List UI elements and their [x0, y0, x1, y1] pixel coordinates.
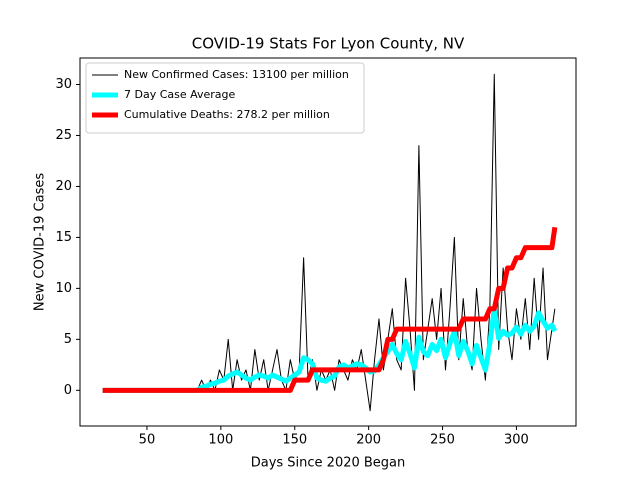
y-tick-label: 10 [55, 281, 72, 296]
x-tick-label: 150 [282, 433, 307, 448]
y-tick-label: 5 [64, 332, 72, 347]
y-tick-label: 25 [55, 128, 72, 143]
x-tick-label: 100 [208, 433, 233, 448]
legend-label: 7 Day Case Average [124, 88, 236, 101]
x-axis-label: Days Since 2020 Began [251, 456, 406, 471]
y-axis-label: New COVID-19 Cases [33, 173, 48, 311]
chart-title: COVID-19 Stats For Lyon County, NV [192, 35, 465, 53]
y-tick-label: 30 [55, 77, 72, 92]
axes-frame [79, 57, 577, 427]
data-line [102, 226, 558, 393]
y-tick-label: 15 [55, 230, 72, 245]
x-tick-label: 200 [356, 433, 381, 448]
x-tick-label: 300 [504, 433, 529, 448]
x-tick-label: 50 [139, 433, 156, 448]
y-tick-label: 20 [55, 179, 72, 194]
legend-box [85, 62, 365, 134]
data-line [102, 73, 556, 412]
legend-label: Cumulative Deaths: 278.2 per million [124, 108, 330, 121]
x-tick-label: 250 [430, 433, 455, 448]
y-tick-label: 0 [64, 383, 72, 398]
legend-label: New Confirmed Cases: 13100 per million [124, 68, 349, 81]
